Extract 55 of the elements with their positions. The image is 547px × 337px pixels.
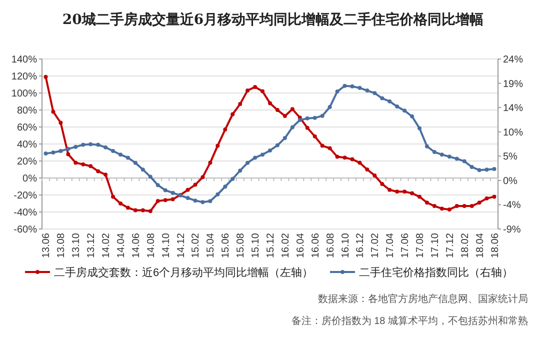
y2-tick-label: -9%	[503, 224, 521, 236]
chart-title: 20城二手房成交量近6月移动平均同比增幅及二手住宅价格同比增幅	[62, 11, 484, 28]
x-tick-label: 16.12	[355, 232, 366, 258]
y-tick-label: 100%	[11, 88, 38, 100]
x-tick-label: 13.10	[71, 232, 82, 258]
x-tick-label: 14.06	[130, 232, 142, 258]
x-tick-label: 16.04	[295, 232, 306, 258]
legend-label: 二手房成交套数：近6个月移动平均同比增幅（左轴）	[54, 266, 314, 279]
y-tick-label: 140%	[11, 54, 38, 66]
y-tick-label: -20%	[14, 190, 38, 202]
source-note: 数据来源：各地官方房地产信息网、国家统计局	[318, 293, 528, 305]
y2-tick-label: 0%	[503, 176, 518, 187]
y-tick-label: 80%	[16, 106, 38, 116]
y-tick-label: 0%	[22, 174, 38, 184]
y-tick-label: 20%	[16, 156, 38, 168]
x-tick-label: 15.06	[220, 232, 232, 258]
x-tick-label: 17.08	[415, 232, 426, 258]
x-tick-label: 14.10	[160, 232, 172, 258]
x-tick-label: 15.04	[206, 232, 217, 258]
x-tick-label: 18.04	[474, 232, 486, 258]
y2-tick-label: 14%	[503, 103, 524, 114]
x-tick-label: 16.06	[310, 232, 322, 258]
x-tick-label: 17.06	[400, 232, 412, 258]
legend-label: 二手住宅价格指数同比（右轴）	[359, 266, 513, 279]
x-tick-label: 17.02	[370, 232, 382, 258]
x-tick-label: 15.08	[236, 232, 247, 258]
y2-tick-label: 24%	[503, 54, 524, 66]
x-tick-label: 16.10	[340, 232, 352, 258]
x-tick-label: 18.06	[490, 232, 501, 258]
y-tick-label: 120%	[11, 72, 38, 82]
x-tick-label: 13.08	[56, 232, 68, 258]
x-tick-label: 17.12	[444, 232, 456, 258]
x-tick-label: 16.02	[280, 232, 292, 258]
y-tick-label: 60%	[16, 122, 38, 134]
y2-tick-label: 5%	[503, 152, 518, 163]
y-tick-label: 40%	[16, 140, 38, 150]
x-tick-label: 14.08	[146, 232, 157, 258]
x-tick-label: 15.10	[250, 232, 262, 258]
x-tick-label: 14.04	[116, 232, 127, 258]
x-tick-label: 13.12	[86, 232, 98, 258]
x-tick-label: 16.08	[325, 232, 336, 258]
x-tick-label: 17.04	[385, 232, 396, 258]
x-tick-label: 13.06	[41, 232, 52, 258]
x-tick-label: 14.12	[176, 232, 187, 258]
y-tick-label: -40%	[14, 208, 38, 218]
y2-tick-label: 19%	[503, 78, 524, 90]
x-tick-label: 15.02	[190, 232, 202, 258]
x-tick-label: 15.12	[266, 232, 276, 258]
x-tick-label: 18.02	[460, 232, 471, 258]
x-tick-label: 17.10	[430, 232, 441, 258]
text: 备注：房价指数为 18 城算术平均，不包括苏州和常熟	[291, 315, 528, 327]
y-tick-label: -60%	[14, 224, 38, 236]
y2-tick-label: -4%	[503, 200, 521, 212]
y2-tick-label: 10%	[503, 127, 524, 138]
x-tick-label: 14.02	[101, 232, 112, 258]
